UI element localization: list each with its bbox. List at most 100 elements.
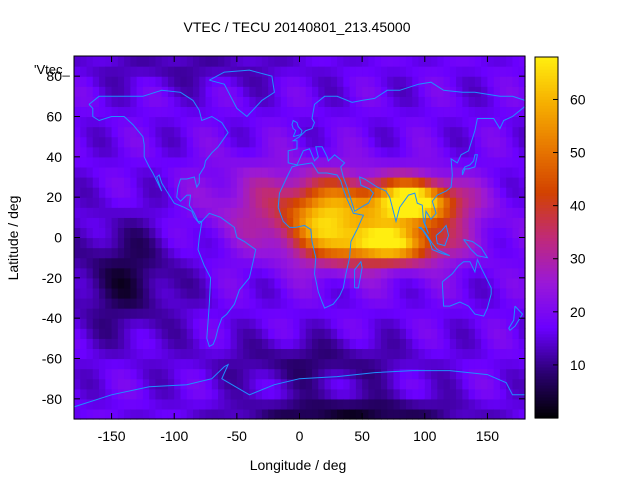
heatmap-cell — [224, 318, 232, 329]
heatmap-cell — [462, 398, 470, 410]
heatmap-cell — [431, 237, 438, 249]
heatmap-cell — [293, 378, 301, 390]
heatmap-cell — [337, 308, 344, 319]
heatmap-cell — [443, 96, 451, 108]
heatmap-cell — [199, 277, 207, 289]
heatmap-cell — [124, 338, 131, 350]
heatmap-cell — [418, 207, 426, 218]
colorbar — [534, 56, 559, 419]
heatmap-cell — [86, 388, 94, 400]
heatmap-cell — [468, 197, 476, 208]
heatmap-cell — [205, 328, 213, 339]
heatmap-cell — [99, 277, 106, 289]
heatmap-cell — [186, 156, 194, 168]
heatmap-cell — [318, 277, 326, 289]
heatmap-cell — [368, 378, 376, 390]
heatmap-cell — [243, 76, 250, 87]
heatmap-cell — [149, 207, 157, 218]
heatmap-cell — [111, 116, 119, 128]
heatmap-cell — [474, 277, 482, 289]
heatmap-cell — [261, 277, 269, 289]
heatmap-cell — [105, 86, 113, 97]
heatmap-cell — [362, 106, 369, 118]
coastline-overlay — [73, 69, 526, 408]
heatmap-cell — [130, 358, 138, 370]
heatmap-cell — [142, 217, 150, 229]
heatmap-cell — [518, 66, 526, 77]
heatmap-cell — [405, 277, 413, 289]
heatmap-cell — [174, 287, 182, 299]
heatmap-cell — [136, 197, 144, 208]
heatmap-cell — [443, 106, 451, 118]
heatmap-cell — [280, 197, 288, 208]
heatmap-cell — [205, 66, 213, 77]
heatmap-cell — [218, 106, 225, 118]
colorbar-segment — [535, 78, 558, 82]
heatmap-cell — [368, 348, 376, 360]
heatmap-cell — [362, 298, 369, 309]
heatmap-cell — [518, 267, 526, 279]
heatmap-cell — [230, 388, 238, 400]
heatmap-cell — [330, 358, 338, 370]
colorbar-segment — [535, 156, 558, 160]
heatmap-cell — [186, 237, 194, 249]
heatmap-cell — [299, 237, 307, 249]
heatmap-cell — [380, 267, 388, 279]
heatmap-cell — [117, 96, 125, 108]
heatmap-cell — [330, 66, 338, 77]
heatmap-cell — [380, 398, 388, 410]
heatmap-cell — [286, 388, 294, 400]
heatmap-cell — [462, 308, 470, 319]
heatmap-cell — [243, 318, 250, 329]
heatmap-cell — [468, 378, 476, 390]
heatmap-cell — [74, 358, 81, 370]
heatmap-cell — [362, 338, 369, 350]
heatmap-cell — [355, 287, 363, 299]
heatmap-cell — [268, 146, 276, 158]
heatmap-cell — [230, 408, 238, 420]
colorbar-segment — [535, 231, 558, 236]
heatmap-cell — [355, 217, 363, 229]
heatmap-cell — [349, 136, 357, 148]
heatmap-cell — [481, 267, 489, 279]
heatmap-cell — [387, 146, 395, 158]
heatmap-cell — [368, 146, 376, 158]
heatmap-cell — [481, 217, 489, 229]
y-axis-label: Latitude / deg — [5, 196, 21, 281]
heatmap-cell — [255, 328, 263, 339]
heatmap-cell — [431, 156, 438, 168]
heatmap-cell — [512, 66, 520, 77]
heatmap-cell — [99, 187, 106, 198]
heatmap-cell — [205, 106, 213, 118]
heatmap-cell — [124, 408, 131, 420]
heatmap-cell — [330, 237, 338, 249]
heatmap-cell — [449, 247, 457, 259]
heatmap-cell — [280, 277, 288, 289]
heatmap-cell — [312, 96, 319, 108]
heatmap-cell — [318, 156, 326, 168]
heatmap-cell — [481, 408, 489, 420]
heatmap-cell — [236, 247, 244, 259]
colorbar-segment — [535, 99, 558, 103]
colorbar-segment — [535, 384, 558, 389]
heatmap-cell — [167, 348, 175, 360]
heatmap-cell — [349, 318, 357, 329]
heatmap-cell — [499, 96, 507, 108]
heatmap-cell — [199, 348, 207, 360]
heatmap-cell — [312, 368, 319, 380]
heatmap-cell — [180, 136, 188, 148]
heatmap-cell — [424, 298, 432, 309]
heatmap-cell — [199, 177, 207, 188]
heatmap-cell — [355, 267, 363, 279]
colorbar-segment — [535, 165, 558, 169]
heatmap-cell — [318, 106, 326, 118]
heatmap-cell — [99, 166, 106, 178]
heatmap-cell — [337, 177, 344, 188]
heatmap-cell — [343, 56, 351, 67]
heatmap-cell — [499, 267, 507, 279]
heatmap-cell — [117, 227, 125, 239]
heatmap-cell — [393, 146, 401, 158]
heatmap-cell — [117, 338, 125, 350]
x-tick-label: -50 — [227, 428, 247, 444]
heatmap-cell — [74, 378, 81, 390]
